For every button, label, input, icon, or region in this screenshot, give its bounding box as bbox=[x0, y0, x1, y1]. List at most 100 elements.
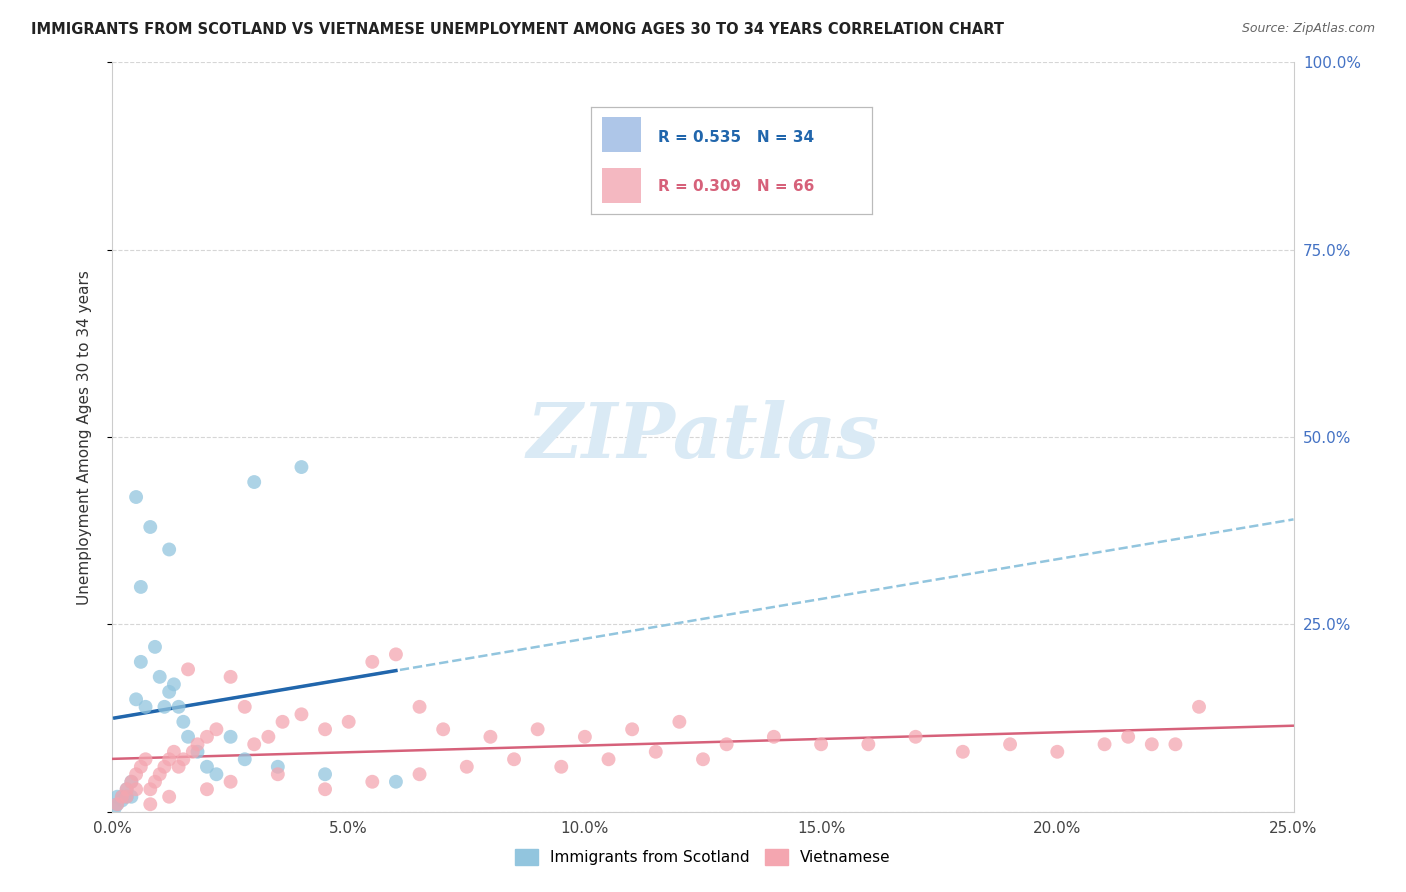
Point bbox=[167, 699, 190, 714]
Point bbox=[139, 520, 162, 534]
Point bbox=[1188, 699, 1211, 714]
Point bbox=[125, 490, 148, 504]
Point bbox=[157, 685, 180, 699]
Point bbox=[139, 797, 162, 812]
Point bbox=[167, 760, 190, 774]
Point bbox=[243, 737, 266, 751]
Point bbox=[1116, 730, 1139, 744]
Point bbox=[290, 460, 312, 475]
Point bbox=[1164, 737, 1187, 751]
Point bbox=[115, 782, 138, 797]
Point bbox=[195, 760, 218, 774]
Point bbox=[181, 745, 204, 759]
Point bbox=[233, 699, 256, 714]
Point bbox=[205, 767, 228, 781]
Point bbox=[135, 752, 157, 766]
Point bbox=[233, 752, 256, 766]
Point bbox=[361, 774, 384, 789]
Point bbox=[314, 723, 336, 737]
Point bbox=[105, 797, 128, 812]
Point bbox=[243, 475, 266, 489]
FancyBboxPatch shape bbox=[602, 168, 641, 203]
Point bbox=[120, 774, 142, 789]
Point bbox=[668, 714, 690, 729]
Point bbox=[1140, 737, 1163, 751]
Point bbox=[621, 723, 644, 737]
Point bbox=[149, 767, 172, 781]
Point bbox=[129, 760, 152, 774]
FancyBboxPatch shape bbox=[602, 117, 641, 152]
Point bbox=[314, 782, 336, 797]
Text: ZIPatlas: ZIPatlas bbox=[526, 401, 880, 474]
Point bbox=[385, 648, 408, 662]
Point bbox=[157, 542, 180, 557]
Y-axis label: Unemployment Among Ages 30 to 34 years: Unemployment Among Ages 30 to 34 years bbox=[77, 269, 91, 605]
Point bbox=[716, 737, 738, 751]
Point bbox=[186, 745, 208, 759]
Point bbox=[432, 723, 454, 737]
Point bbox=[115, 789, 138, 804]
Point bbox=[157, 789, 180, 804]
Point bbox=[139, 782, 162, 797]
Point bbox=[172, 714, 194, 729]
Point bbox=[219, 774, 242, 789]
Point bbox=[135, 699, 157, 714]
Point bbox=[456, 760, 478, 774]
Point bbox=[104, 801, 127, 815]
Point bbox=[479, 730, 502, 744]
Point bbox=[111, 789, 134, 804]
Point bbox=[998, 737, 1021, 751]
Point bbox=[115, 789, 138, 804]
Point bbox=[385, 774, 408, 789]
Point bbox=[163, 677, 186, 691]
Point bbox=[550, 760, 572, 774]
Point bbox=[143, 774, 166, 789]
Point bbox=[267, 767, 290, 781]
Point bbox=[111, 789, 134, 804]
Point bbox=[267, 760, 290, 774]
Point bbox=[810, 737, 832, 751]
Point bbox=[904, 730, 927, 744]
Point bbox=[858, 737, 880, 751]
Point bbox=[290, 707, 312, 722]
Point bbox=[503, 752, 526, 766]
Point bbox=[195, 782, 218, 797]
Point bbox=[574, 730, 596, 744]
Point bbox=[598, 752, 620, 766]
Point bbox=[157, 752, 180, 766]
Point bbox=[105, 797, 128, 812]
Point bbox=[257, 730, 280, 744]
Point bbox=[186, 737, 208, 751]
Point bbox=[163, 745, 186, 759]
Point bbox=[129, 655, 152, 669]
Point bbox=[271, 714, 294, 729]
Point bbox=[153, 760, 176, 774]
Point bbox=[172, 752, 194, 766]
Point bbox=[361, 655, 384, 669]
Point bbox=[1094, 737, 1116, 751]
Point bbox=[195, 730, 218, 744]
Point bbox=[219, 730, 242, 744]
Point bbox=[1046, 745, 1069, 759]
Point bbox=[153, 699, 176, 714]
Point bbox=[115, 782, 138, 797]
Text: R = 0.309   N = 66: R = 0.309 N = 66 bbox=[658, 178, 814, 194]
Point bbox=[337, 714, 360, 729]
Point bbox=[177, 730, 200, 744]
Point bbox=[219, 670, 242, 684]
Point bbox=[314, 767, 336, 781]
Point bbox=[125, 692, 148, 706]
Point bbox=[205, 723, 228, 737]
Point bbox=[692, 752, 714, 766]
Point bbox=[526, 723, 548, 737]
Legend: Immigrants from Scotland, Vietnamese: Immigrants from Scotland, Vietnamese bbox=[509, 843, 897, 871]
Text: IMMIGRANTS FROM SCOTLAND VS VIETNAMESE UNEMPLOYMENT AMONG AGES 30 TO 34 YEARS CO: IMMIGRANTS FROM SCOTLAND VS VIETNAMESE U… bbox=[31, 22, 1004, 37]
Point bbox=[644, 745, 666, 759]
Point bbox=[120, 789, 142, 804]
Point bbox=[408, 767, 430, 781]
Point bbox=[105, 789, 128, 804]
Point bbox=[408, 699, 430, 714]
Point bbox=[149, 670, 172, 684]
Text: Source: ZipAtlas.com: Source: ZipAtlas.com bbox=[1241, 22, 1375, 36]
Point bbox=[762, 730, 785, 744]
